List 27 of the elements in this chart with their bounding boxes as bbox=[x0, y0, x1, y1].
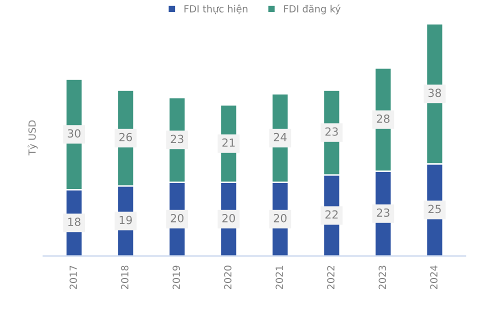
x-tick-label: 2019 bbox=[172, 266, 180, 290]
data-label: 20 bbox=[222, 214, 235, 222]
data-label: 30 bbox=[68, 129, 80, 138]
data-label: 23 bbox=[325, 127, 338, 136]
x-tick-label: 2021 bbox=[276, 266, 283, 290]
y-axis-title: Tỷ USD bbox=[28, 120, 38, 156]
data-label: 26 bbox=[119, 132, 132, 142]
data-label: 21 bbox=[222, 138, 235, 147]
x-tick-label: 2017 bbox=[70, 266, 77, 290]
data-label: 20 bbox=[274, 214, 286, 222]
x-tick-label: 2024 bbox=[430, 266, 438, 290]
data-label: 28 bbox=[376, 114, 390, 123]
x-tick-label: 2022 bbox=[327, 266, 334, 290]
data-label: 18 bbox=[68, 218, 80, 226]
data-label: 20 bbox=[170, 214, 184, 222]
data-label: 19 bbox=[120, 216, 132, 224]
legend-label: FDI đăng ký bbox=[284, 4, 341, 14]
data-label: 23 bbox=[376, 208, 390, 217]
data-label: 38 bbox=[428, 88, 441, 98]
x-tick-label: 2018 bbox=[121, 266, 128, 290]
x-tick-label: 2023 bbox=[378, 266, 386, 290]
data-label: 23 bbox=[170, 134, 184, 144]
data-label: 22 bbox=[325, 210, 338, 219]
legend-label: FDI thực hiện bbox=[184, 4, 248, 14]
data-label: 24 bbox=[274, 132, 287, 142]
x-tick-label: 2020 bbox=[224, 266, 232, 290]
data-label: 25 bbox=[428, 204, 441, 214]
